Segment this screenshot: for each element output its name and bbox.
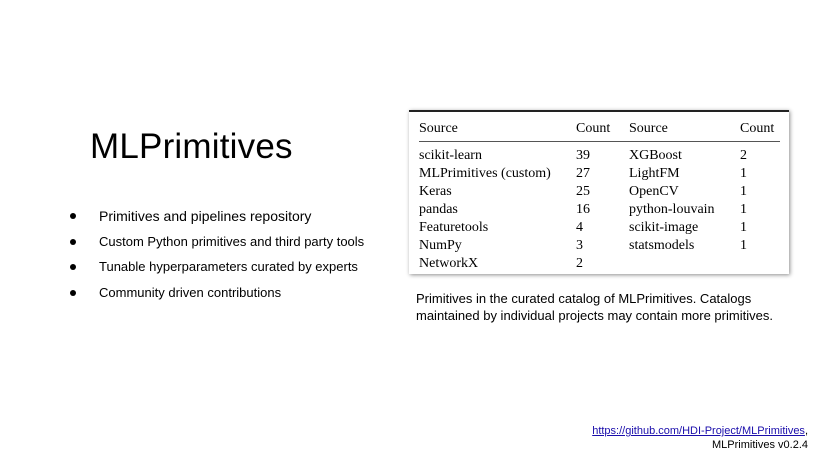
cell-count: 1	[740, 202, 747, 217]
table-row: pandas 16 python-louvain 1	[419, 201, 780, 219]
cell-source: statsmodels	[629, 238, 695, 253]
cell-source	[629, 255, 740, 273]
catalog-table-image: Source Count Source Count scikit-learn 3…	[409, 110, 789, 274]
header-count: Count	[576, 117, 629, 142]
header-source: Source	[629, 117, 740, 142]
table-row: Keras 25 OpenCV 1	[419, 183, 780, 201]
cell-count: 2	[740, 148, 747, 163]
cell-source: MLPrimitives (custom)	[419, 166, 551, 181]
cell-source: Featuretools	[419, 220, 489, 235]
bullet-item: Custom Python primitives and third party…	[70, 233, 364, 259]
cell-source: python-louvain	[629, 202, 715, 217]
cell-count: 4	[576, 220, 583, 235]
header-count: Count	[740, 117, 780, 142]
bullet-dot-icon	[70, 289, 76, 296]
cell-count: 27	[576, 166, 590, 181]
cell-source: XGBoost	[629, 148, 682, 163]
cell-count: 2	[576, 256, 583, 271]
cell-count: 1	[740, 220, 747, 235]
cell-count: 3	[576, 238, 583, 253]
cell-source: LightFM	[629, 166, 680, 181]
table-caption: Primitives in the curated catalog of MLP…	[416, 291, 773, 323]
cell-source: NetworkX	[419, 256, 479, 271]
bullet-dot-icon	[70, 264, 76, 270]
cell-source: scikit-learn	[419, 148, 482, 163]
bullet-text: Tunable hyperparameters curated by exper…	[99, 259, 358, 274]
bullet-text: Custom Python primitives and third party…	[99, 233, 365, 249]
cell-source: NumPy	[419, 238, 462, 253]
version-label: MLPrimitives v0.2.4	[712, 439, 808, 451]
cell-source: scikit-image	[629, 220, 699, 235]
link-suffix: ,	[804, 425, 808, 437]
cell-count: 1	[740, 166, 747, 181]
cell-count	[740, 255, 780, 273]
header-source: Source	[419, 117, 576, 142]
bullet-text: Primitives and pipelines repository	[99, 208, 312, 224]
table-row: Featuretools 4 scikit-image 1	[419, 219, 780, 237]
cell-source: Keras	[419, 184, 452, 199]
bullet-item: Primitives and pipelines repository	[70, 207, 364, 233]
bullet-dot-icon	[70, 238, 76, 245]
cell-source: OpenCV	[629, 184, 679, 199]
cell-count: 25	[576, 184, 590, 199]
table-row: NetworkX 2	[419, 255, 780, 273]
source-citation: https://github.com/HDI-Project/MLPrimiti…	[592, 424, 808, 452]
bullet-dot-icon	[70, 213, 76, 219]
cell-count: 1	[740, 184, 747, 199]
catalog-table: Source Count Source Count scikit-learn 3…	[419, 117, 780, 273]
bullet-list: Primitives and pipelines repository Cust…	[70, 207, 364, 309]
bullet-item: Community driven contributions	[70, 284, 364, 310]
bullet-text: Community driven contributions	[99, 284, 282, 300]
cell-source: pandas	[419, 202, 458, 217]
cell-count: 39	[576, 148, 590, 163]
table-row: NumPy 3 statsmodels 1	[419, 237, 780, 255]
table-row: MLPrimitives (custom) 27 LightFM 1	[419, 165, 780, 183]
table-row: scikit-learn 39 XGBoost 2	[419, 142, 780, 166]
cell-count: 16	[576, 202, 590, 217]
table-header-row: Source Count Source Count	[419, 117, 780, 142]
bullet-item: Tunable hyperparameters curated by exper…	[70, 258, 364, 284]
cell-count: 1	[740, 238, 747, 253]
slide-title: MLPrimitives	[90, 127, 293, 166]
github-link[interactable]: https://github.com/HDI-Project/MLPrimiti…	[592, 425, 805, 437]
